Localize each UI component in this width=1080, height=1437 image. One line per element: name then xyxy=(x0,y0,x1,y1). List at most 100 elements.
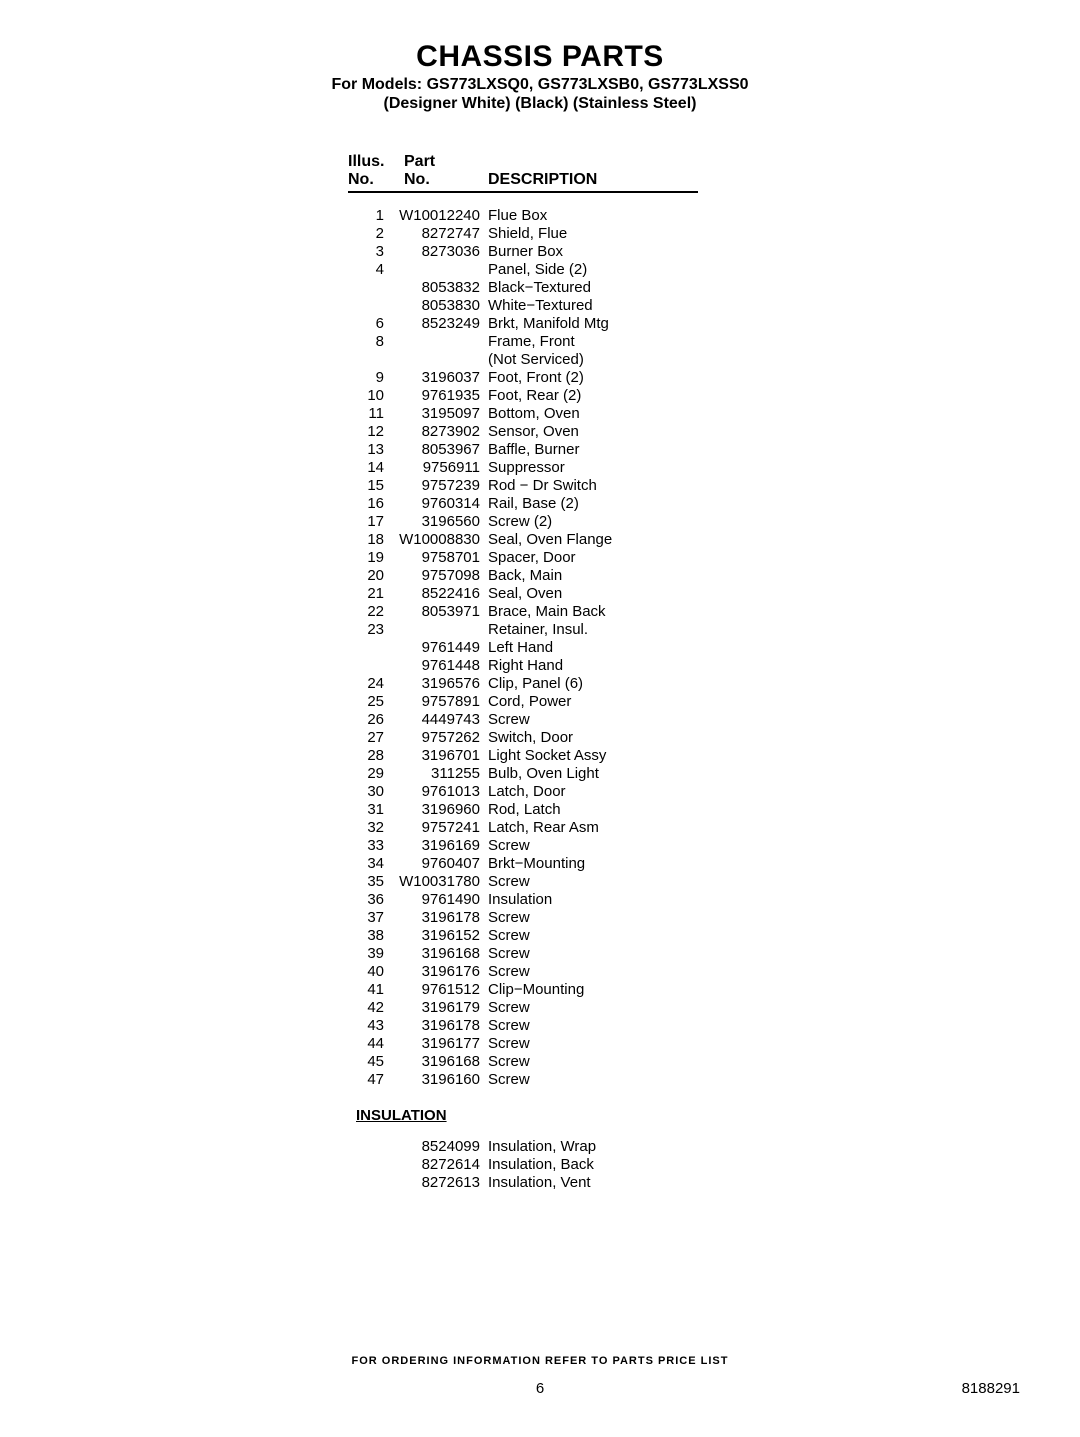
cell-illus: 34 xyxy=(348,855,398,873)
cell-part: 3195097 xyxy=(398,405,488,423)
cell-part: 8522416 xyxy=(398,585,488,603)
cell-desc: Retainer, Insul. xyxy=(488,621,698,639)
cell-illus: 2 xyxy=(348,225,398,243)
table-row: 403196176Screw xyxy=(348,963,698,981)
cell-part: 9757098 xyxy=(398,567,488,585)
cell-desc: Clip−Mounting xyxy=(488,981,698,999)
table-row: 393196168Screw xyxy=(348,945,698,963)
cell-part: 8272614 xyxy=(398,1156,488,1174)
cell-illus: 8 xyxy=(348,333,398,351)
cell-part: 3196169 xyxy=(398,837,488,855)
cell-desc: Shield, Flue xyxy=(488,225,698,243)
cell-desc: Suppressor xyxy=(488,459,698,477)
cell-desc: Right Hand xyxy=(488,657,698,675)
cell-illus: 40 xyxy=(348,963,398,981)
cell-desc: Switch, Door xyxy=(488,729,698,747)
cell-illus: 27 xyxy=(348,729,398,747)
header-part-line1: Part xyxy=(404,153,480,171)
parts-body: 1W10012240Flue Box28272747Shield, Flue38… xyxy=(348,207,698,1089)
table-row: 1W10012240Flue Box xyxy=(348,207,698,225)
cell-part: 3196576 xyxy=(398,675,488,693)
cell-part: 8273902 xyxy=(398,423,488,441)
table-row: 209757098Back, Main xyxy=(348,567,698,585)
cell-part: 8272613 xyxy=(398,1174,488,1192)
table-row: 23Retainer, Insul. xyxy=(348,621,698,639)
cell-part: 3196160 xyxy=(398,1071,488,1089)
header-illus-line2: No. xyxy=(348,171,398,189)
table-row: 8272613Insulation, Vent xyxy=(348,1174,698,1192)
cell-part xyxy=(398,333,488,351)
cell-illus xyxy=(348,351,398,369)
cell-part: 311255 xyxy=(398,765,488,783)
cell-desc: Screw xyxy=(488,1053,698,1071)
cell-part: 3196178 xyxy=(398,909,488,927)
cell-illus: 31 xyxy=(348,801,398,819)
cell-part: 8053967 xyxy=(398,441,488,459)
cell-illus: 33 xyxy=(348,837,398,855)
cell-part: 9758701 xyxy=(398,549,488,567)
cell-illus: 3 xyxy=(348,243,398,261)
cell-desc: Screw xyxy=(488,1071,698,1089)
cell-desc: Rail, Base (2) xyxy=(488,495,698,513)
table-row: 349760407Brkt−Mounting xyxy=(348,855,698,873)
cell-part: 9761512 xyxy=(398,981,488,999)
cell-desc: Brkt, Manifold Mtg xyxy=(488,315,698,333)
table-row: 313196960Rod, Latch xyxy=(348,801,698,819)
cell-part: 9761490 xyxy=(398,891,488,909)
cell-illus xyxy=(348,1174,398,1192)
table-row: 243196576Clip, Panel (6) xyxy=(348,675,698,693)
cell-part: 9761449 xyxy=(398,639,488,657)
cell-desc: Cord, Power xyxy=(488,693,698,711)
cell-desc: Bulb, Oven Light xyxy=(488,765,698,783)
cell-part: W10031780 xyxy=(398,873,488,891)
cell-illus: 24 xyxy=(348,675,398,693)
table-row: 259757891Cord, Power xyxy=(348,693,698,711)
cell-desc: Burner Box xyxy=(488,243,698,261)
table-row: 29311255Bulb, Oven Light xyxy=(348,765,698,783)
cell-illus: 20 xyxy=(348,567,398,585)
colors-line: (Designer White) (Black) (Stainless Stee… xyxy=(0,95,1080,113)
cell-illus: 18 xyxy=(348,531,398,549)
cell-desc: Screw xyxy=(488,711,698,729)
cell-part: W10012240 xyxy=(398,207,488,225)
table-row: 9761449Left Hand xyxy=(348,639,698,657)
table-row: (Not Serviced) xyxy=(348,351,698,369)
cell-desc: (Not Serviced) xyxy=(488,351,698,369)
cell-desc: Foot, Front (2) xyxy=(488,369,698,387)
cell-illus: 16 xyxy=(348,495,398,513)
table-row: 283196701Light Socket Assy xyxy=(348,747,698,765)
table-row: 329757241Latch, Rear Asm xyxy=(348,819,698,837)
cell-illus: 39 xyxy=(348,945,398,963)
table-row: 8524099Insulation, Wrap xyxy=(348,1138,698,1156)
cell-illus: 19 xyxy=(348,549,398,567)
table-row: 443196177Screw xyxy=(348,1035,698,1053)
cell-illus: 21 xyxy=(348,585,398,603)
cell-part: 8524099 xyxy=(398,1138,488,1156)
table-row: 128273902Sensor, Oven xyxy=(348,423,698,441)
cell-part: 8523249 xyxy=(398,315,488,333)
cell-illus xyxy=(348,639,398,657)
cell-desc: Rod − Dr Switch xyxy=(488,477,698,495)
table-row: 419761512Clip−Mounting xyxy=(348,981,698,999)
cell-illus: 32 xyxy=(348,819,398,837)
cell-part: 9761935 xyxy=(398,387,488,405)
table-row: 453196168Screw xyxy=(348,1053,698,1071)
cell-part: 3196960 xyxy=(398,801,488,819)
cell-part: 9760314 xyxy=(398,495,488,513)
cell-desc: Baffle, Burner xyxy=(488,441,698,459)
cell-desc: Screw xyxy=(488,873,698,891)
cell-part: 9760407 xyxy=(398,855,488,873)
cell-illus: 1 xyxy=(348,207,398,225)
cell-part: 9757891 xyxy=(398,693,488,711)
cell-desc: Screw xyxy=(488,927,698,945)
table-row: 8Frame, Front xyxy=(348,333,698,351)
table-header: Illus. No. Part No. DESCRIPTION xyxy=(348,153,698,193)
table-row: 28272747Shield, Flue xyxy=(348,225,698,243)
table-row: 383196152Screw xyxy=(348,927,698,945)
cell-desc: Insulation, Wrap xyxy=(488,1138,698,1156)
cell-part: 8273036 xyxy=(398,243,488,261)
cell-illus: 4 xyxy=(348,261,398,279)
header-desc: DESCRIPTION xyxy=(488,171,698,189)
table-row: 423196179Screw xyxy=(348,999,698,1017)
parts-table: Illus. No. Part No. DESCRIPTION 1W100122… xyxy=(348,153,698,1192)
